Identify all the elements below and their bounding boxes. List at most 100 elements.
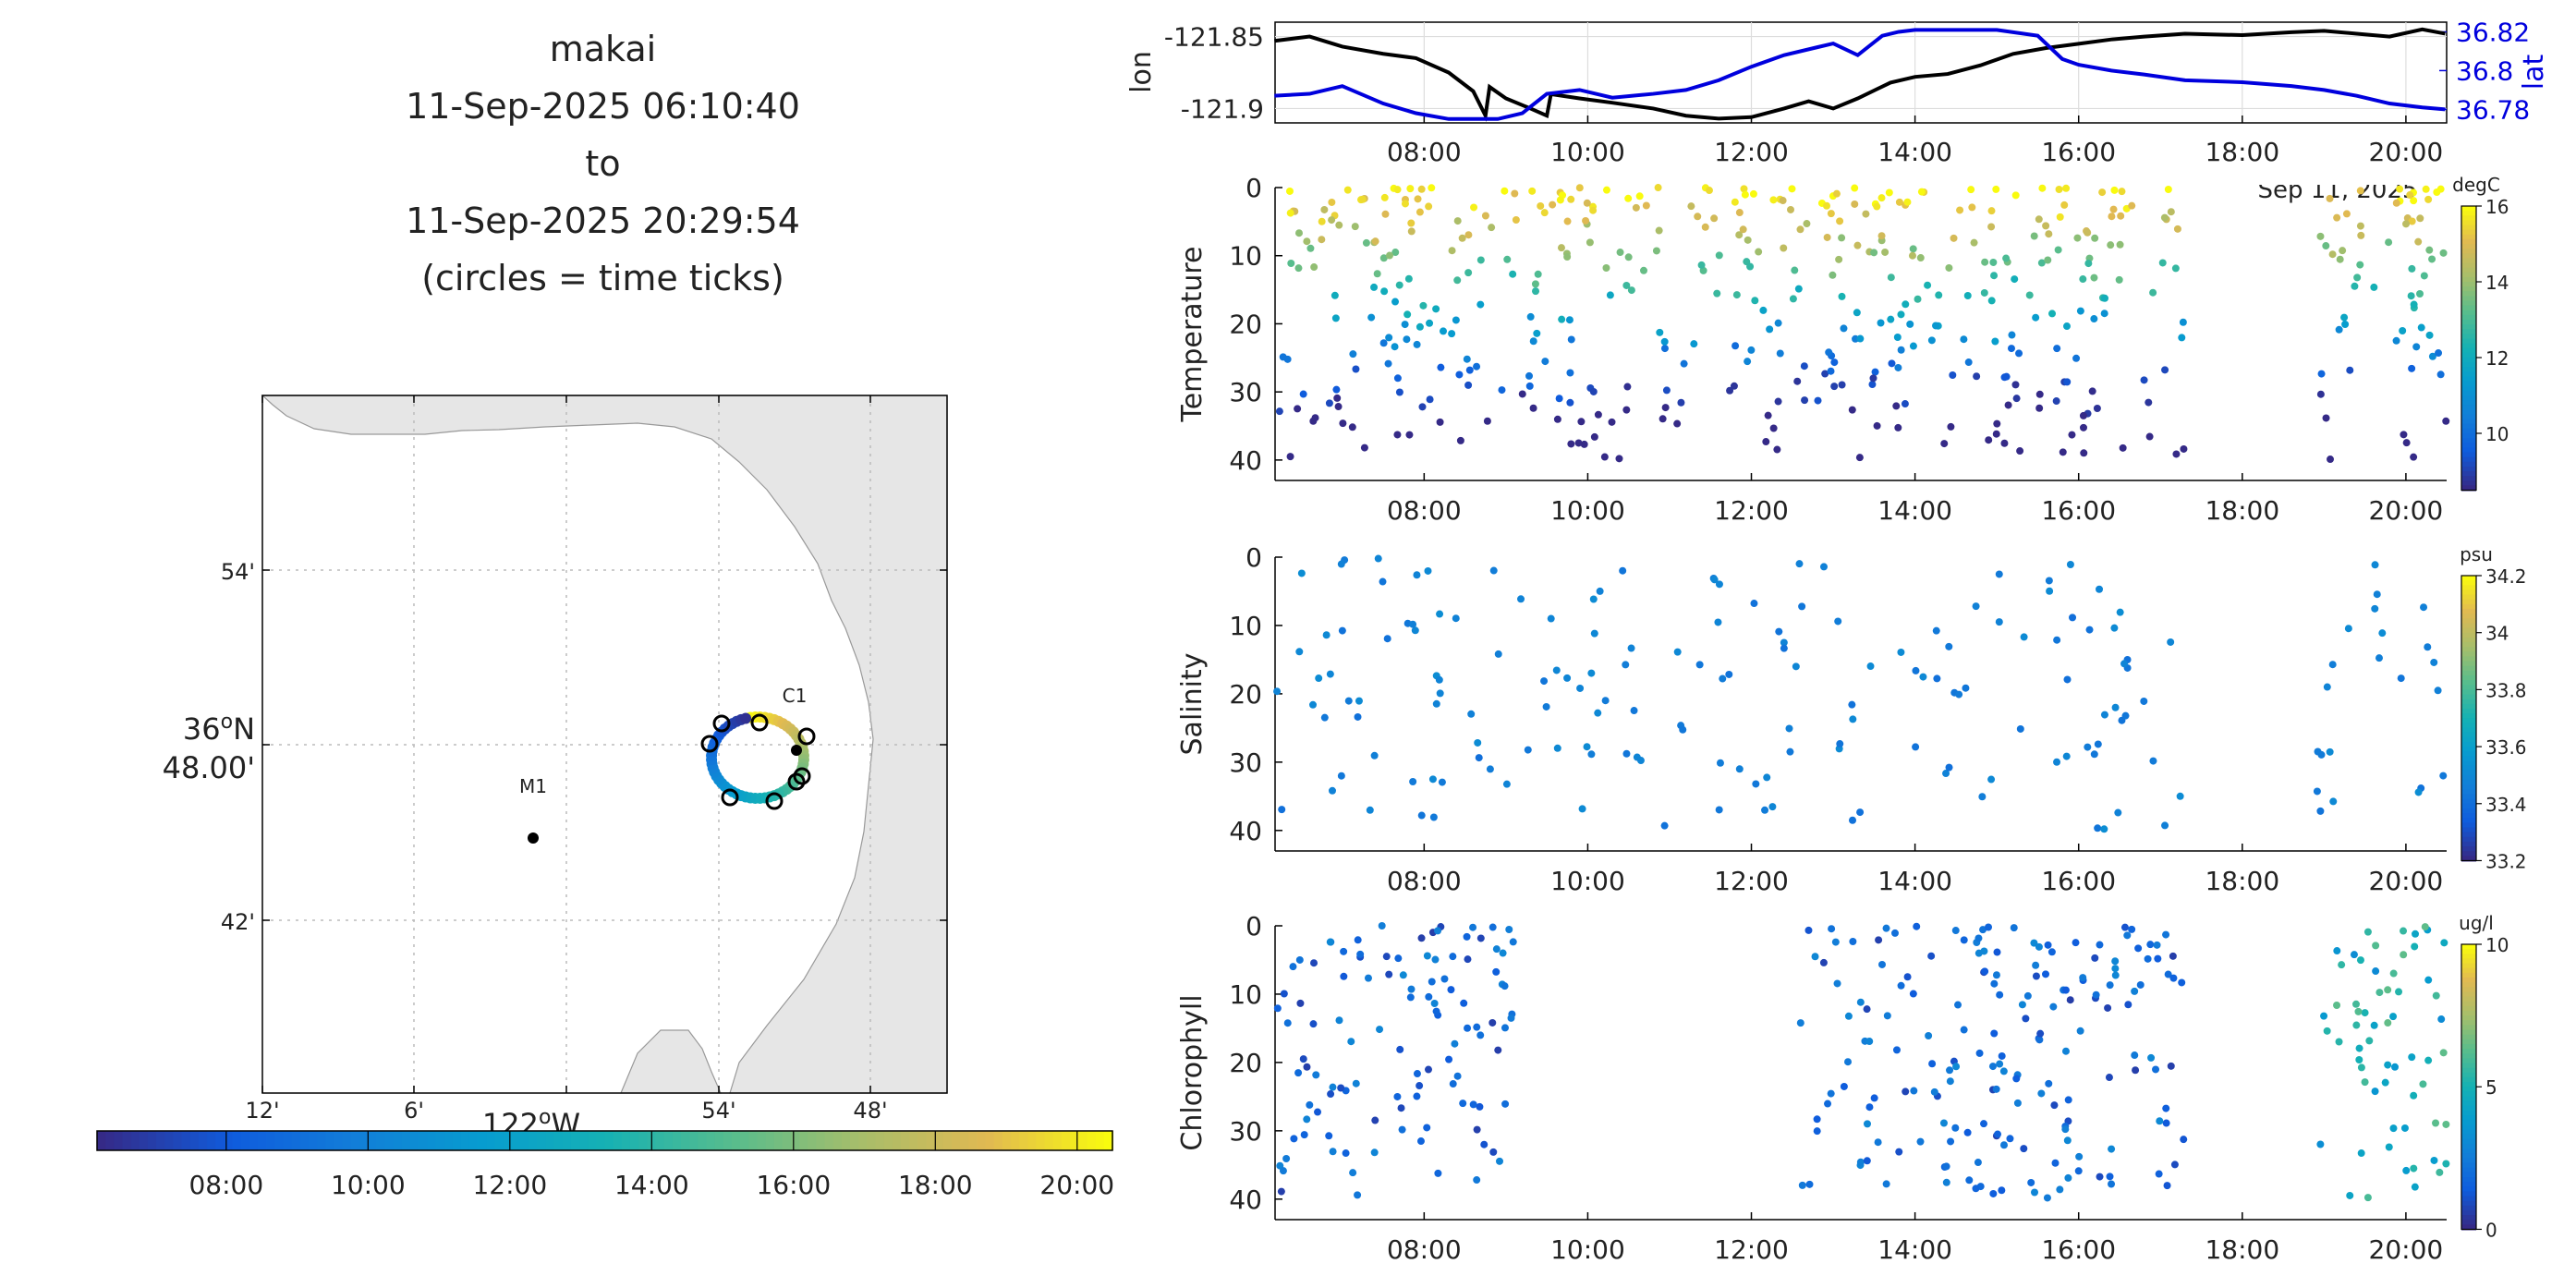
temperature-data-point (1853, 241, 1862, 249)
chlorophyll-data-point (2410, 1091, 2418, 1100)
temperature-colorbar-cell (2461, 362, 2476, 369)
temperature-data-point (1687, 202, 1695, 211)
chlorophyll-data-point (1476, 1102, 1484, 1111)
chlorophyll-data-point (2384, 986, 2392, 994)
temperature-data-point (1897, 310, 1905, 319)
temperature-x-tick-label: 10:00 (1550, 495, 1625, 526)
chlorophyll-data-point (1813, 1115, 1821, 1124)
chlorophyll-data-point (1416, 1082, 1424, 1090)
salinity-data-point (1856, 808, 1865, 817)
chlorophyll-colorbar-cell (2461, 1058, 2476, 1064)
chlorophyll-data-point (1385, 970, 1393, 978)
temperature-colorbar-cell (2461, 466, 2476, 472)
chlorophyll-colorbar-cell (2461, 967, 2476, 974)
salinity-data-point (1383, 635, 1391, 643)
colorbar-cell (207, 1131, 217, 1150)
temperature-colorbar-cell (2461, 300, 2476, 307)
colorbar-cell (858, 1131, 869, 1150)
temperature-colorbar-cell (2461, 357, 2476, 364)
temperature-data-point (1379, 339, 1388, 347)
colorbar-cell (122, 1131, 132, 1150)
salinity-data-point (1326, 670, 1334, 678)
salinity-data-point (2161, 821, 2169, 830)
temperature-data-point (1549, 200, 1557, 209)
temperature-data-point (1956, 206, 1964, 214)
salinity-colorbar-cell (2461, 647, 2476, 653)
temperature-data-point (1970, 238, 1978, 247)
colorbar-cell (444, 1131, 454, 1150)
chlorophyll-data-point (2091, 954, 2099, 962)
temperature-data-point (1553, 415, 1561, 423)
temperature-data-point (2012, 395, 2021, 403)
temperature-data-point (1403, 335, 1411, 344)
temperature-data-point (2062, 184, 2071, 192)
temperature-data-point (1380, 287, 1389, 296)
salinity-data-point (2116, 608, 2124, 616)
chlorophyll-data-point (2169, 974, 2178, 982)
salinity-data-point (1547, 614, 1555, 623)
temperature-data-point (2117, 212, 2125, 220)
salinity-data-point (1750, 600, 1758, 608)
chlorophyll-data-point (1509, 938, 1517, 946)
temperature-data-point (1735, 209, 1744, 217)
temperature-data-point (2145, 398, 2153, 407)
salinity-data-point (2140, 697, 2148, 705)
temperature-data-point (1453, 276, 1462, 285)
chlorophyll-data-point (2162, 1104, 2170, 1112)
temperature-data-point (2055, 186, 2063, 194)
salinity-data-point (1432, 699, 1440, 708)
temperature-data-point (1503, 255, 1512, 263)
chlorophyll-data-point (2419, 1080, 2427, 1088)
map-lon-label: 12' (245, 1098, 279, 1124)
chlorophyll-x-tick-label: 20:00 (2369, 1234, 2444, 1265)
temperature-data-point (2442, 417, 2450, 425)
temperature-data-point (1877, 194, 1886, 202)
salinity-colorbar-cell (2461, 699, 2476, 705)
chlorophyll-data-point (1903, 973, 1912, 981)
temperature-data-point (1622, 281, 1631, 289)
chlorophyll-data-point (1890, 929, 1899, 937)
colorbar-cell (748, 1131, 759, 1150)
chlorophyll-data-point (1946, 1077, 1954, 1086)
colorbar-cell (883, 1131, 893, 1150)
salinity-data-point (2420, 603, 2428, 612)
temperature-data-point (2322, 414, 2330, 422)
chlorophyll-colorbar-cell (2461, 944, 2476, 951)
temperature-colorbar-tick-label: 10 (2485, 423, 2509, 445)
salinity-data-point (1945, 763, 1953, 772)
temperature-colorbar-tick-label: 16 (2485, 196, 2509, 218)
temperature-data-point (1673, 419, 1682, 428)
salinity-axis-label: Salinity (1176, 653, 1209, 756)
temperature-data-point (2436, 185, 2445, 193)
salinity-data-point (1413, 571, 1421, 579)
temperature-data-point (2048, 310, 2057, 318)
temperature-data-point (1286, 209, 1294, 217)
chlorophyll-data-point (2355, 1044, 2363, 1052)
temperature-data-point (1732, 342, 1740, 350)
temperature-data-point (1823, 233, 1831, 241)
salinity-colorbar-cell (2461, 794, 2476, 800)
colorbar-cell (147, 1131, 158, 1150)
colorbar-cell (993, 1131, 1003, 1150)
temperature-data-point (2408, 264, 2416, 273)
salinity-colorbar-tick-label: 33.2 (2485, 850, 2527, 872)
salinity-data-point (1955, 690, 1963, 699)
station-marker-c1 (791, 745, 802, 756)
salinity-data-point (2069, 614, 2077, 622)
chlorophyll-data-point (1870, 1094, 1878, 1102)
temperature-data-point (1577, 418, 1586, 426)
temperature-data-point (2098, 188, 2107, 197)
chlorophyll-data-point (2411, 942, 2419, 951)
temperature-data-point (1836, 217, 1844, 225)
temperature-data-point (2090, 315, 2098, 323)
salinity-colorbar-unit: psu (2460, 543, 2493, 565)
temperature-colorbar-cell (2461, 258, 2476, 264)
salinity-data-point (2100, 711, 2108, 719)
temperature-data-point (1318, 217, 1326, 225)
chlorophyll-data-point (1329, 1148, 1337, 1156)
temperature-data-point (1481, 212, 1489, 220)
chlorophyll-data-point (2018, 1001, 2026, 1009)
temperature-data-point (1463, 355, 1471, 363)
temperature-data-point (1903, 198, 1912, 206)
salinity-colorbar-cell (2461, 674, 2476, 682)
